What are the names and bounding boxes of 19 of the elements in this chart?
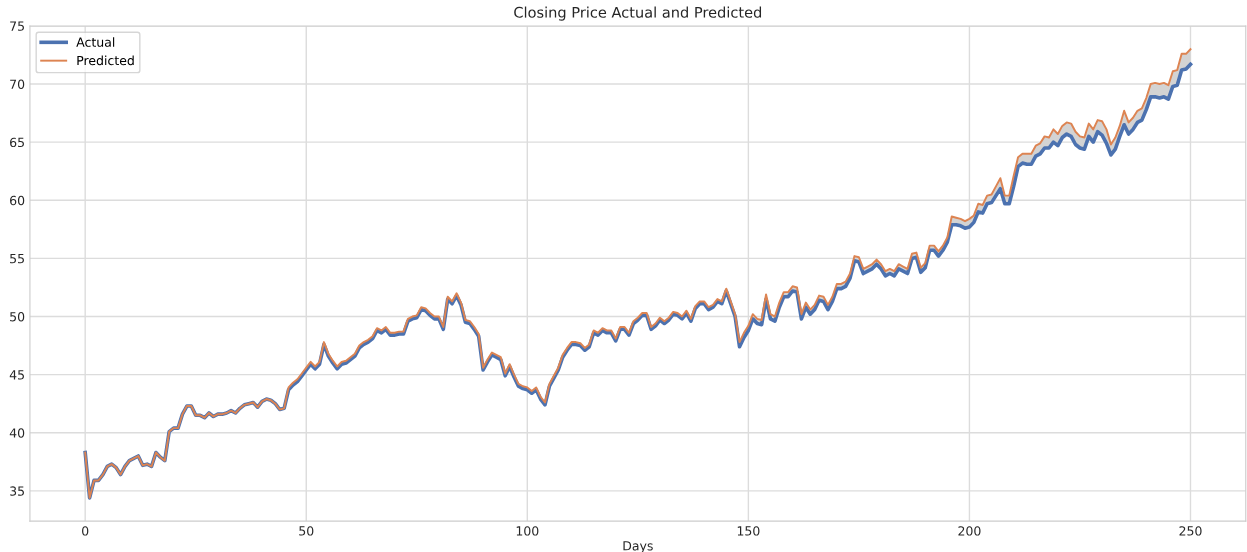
x-tick-label: 200 <box>958 526 981 536</box>
x-tick-label: 0 <box>82 526 89 536</box>
y-tick-label: 50 <box>10 311 25 322</box>
x-tick-label: 250 <box>1179 526 1202 536</box>
x-tick-label: 50 <box>299 526 314 536</box>
x-tick-label: 150 <box>737 526 760 536</box>
y-tick-label: 40 <box>9 428 25 438</box>
y-tick-label: 60 <box>10 195 25 206</box>
y-tick-label: 65 <box>10 137 24 148</box>
legend-label: Actual <box>76 37 115 47</box>
y-tick-label: 75 <box>10 21 24 31</box>
y-tick-label: 55 <box>10 254 24 264</box>
chart-title: Closing Price Actual and Predicted <box>514 6 762 21</box>
x-tick-label: 100 <box>516 526 539 536</box>
y-tick-label: 45 <box>9 370 24 380</box>
y-tick-label: 70 <box>10 79 25 89</box>
y-tick-label: 35 <box>10 486 24 496</box>
x-axis-title: Days <box>623 541 653 552</box>
legend-label: Predicted <box>77 55 134 66</box>
